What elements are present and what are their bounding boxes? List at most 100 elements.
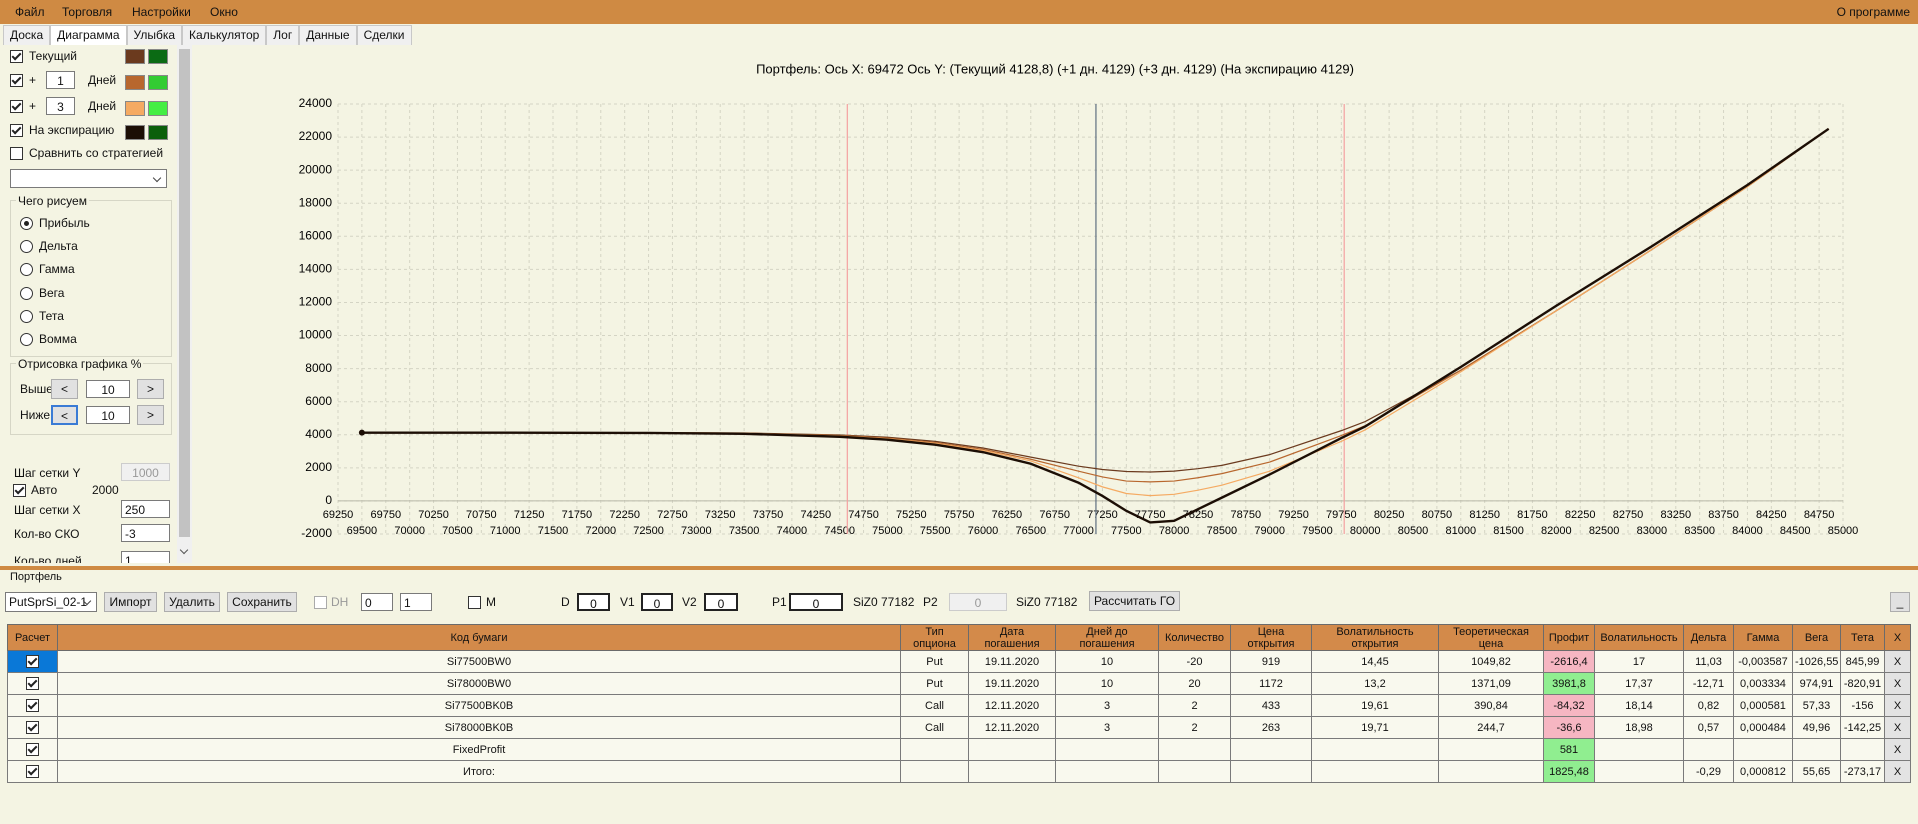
- delete-cell[interactable]: X: [1884, 716, 1911, 739]
- column-header[interactable]: Дней до погашения: [1055, 624, 1159, 651]
- check-cell[interactable]: [7, 694, 58, 717]
- radio[interactable]: [20, 217, 33, 230]
- checkbox[interactable]: [10, 147, 23, 160]
- input[interactable]: 10: [86, 406, 130, 424]
- button[interactable]: >: [137, 379, 164, 399]
- input[interactable]: 1000: [121, 463, 170, 481]
- radio[interactable]: [20, 240, 33, 254]
- color-swatch[interactable]: [125, 75, 145, 90]
- column-header[interactable]: Код бумаги: [57, 624, 901, 651]
- input[interactable]: -3: [121, 524, 170, 542]
- checkbox[interactable]: [26, 655, 39, 668]
- delete-cell[interactable]: X: [1884, 650, 1911, 673]
- checkbox[interactable]: [10, 124, 23, 137]
- input[interactable]: 250: [121, 500, 170, 518]
- tab[interactable]: Данные: [299, 25, 357, 45]
- tab[interactable]: Доска: [3, 25, 51, 45]
- checkbox[interactable]: [26, 743, 39, 756]
- menu-item[interactable]: Настройки: [132, 5, 191, 19]
- delete-cell[interactable]: X: [1884, 738, 1911, 761]
- radio[interactable]: [20, 263, 33, 277]
- tab[interactable]: Диаграмма: [50, 25, 127, 45]
- tab[interactable]: Сделки: [356, 25, 412, 45]
- column-header[interactable]: Цена открытия: [1230, 624, 1312, 651]
- column-header[interactable]: Тип опциона: [900, 624, 969, 651]
- color-swatch[interactable]: [125, 125, 145, 140]
- button[interactable]: Сохранить: [227, 592, 297, 612]
- input[interactable]: 0: [704, 593, 738, 611]
- scrollbar-thumb[interactable]: [179, 49, 190, 537]
- table-row[interactable]: Si78000BK0B Call 12.11.2020 3 2 263 19,71 244,7…: [7, 716, 1911, 739]
- column-header[interactable]: Волатильность открытия: [1311, 624, 1439, 651]
- button[interactable]: <: [51, 379, 78, 399]
- table-row[interactable]: FixedProfit 581 X: [7, 738, 1911, 761]
- check-cell[interactable]: [7, 716, 58, 739]
- column-header[interactable]: Вега: [1792, 624, 1841, 651]
- scrollbar[interactable]: [177, 45, 192, 563]
- tab[interactable]: Калькулятор: [182, 25, 267, 45]
- delete-cell[interactable]: X: [1884, 672, 1911, 695]
- input[interactable]: 0: [949, 593, 1007, 611]
- checkbox[interactable]: [314, 596, 327, 609]
- table-row[interactable]: Si77500BW0 Put 19.11.2020 10 -20 919 14,45 1049…: [7, 650, 1911, 673]
- table-row[interactable]: Итого: 1825,48 -0,29 0,000812 55,65 -273,17 X: [7, 760, 1911, 783]
- menu-item[interactable]: Окно: [210, 5, 238, 19]
- menu-item[interactable]: Торговля: [62, 5, 113, 19]
- splitter[interactable]: [0, 566, 1918, 570]
- input[interactable]: 0: [641, 593, 673, 611]
- column-header[interactable]: Теоретическая цена: [1438, 624, 1544, 651]
- column-header[interactable]: Тета: [1840, 624, 1885, 651]
- button[interactable]: _: [1890, 592, 1910, 612]
- checkbox[interactable]: [26, 765, 39, 778]
- checkbox[interactable]: [468, 596, 481, 609]
- scroll-arrow[interactable]: [179, 545, 189, 555]
- input[interactable]: 3: [46, 97, 75, 115]
- button[interactable]: Рассчитать ГО: [1089, 591, 1180, 611]
- input[interactable]: 1: [121, 551, 170, 563]
- radio[interactable]: [20, 286, 33, 300]
- radio[interactable]: [20, 333, 33, 346]
- column-header[interactable]: X: [1884, 624, 1911, 651]
- table-row[interactable]: Si77500BK0B Call 12.11.2020 3 2 433 19,61 390,8…: [7, 694, 1911, 717]
- delete-cell[interactable]: X: [1884, 694, 1911, 717]
- column-header[interactable]: Профит: [1543, 624, 1595, 651]
- checkbox[interactable]: [26, 721, 39, 734]
- table-row[interactable]: Si78000BW0 Put 19.11.2020 10 20 1172 13,2 1371,…: [7, 672, 1911, 695]
- button[interactable]: Импорт: [104, 592, 157, 612]
- color-swatch[interactable]: [148, 125, 168, 140]
- checkbox[interactable]: [10, 74, 23, 87]
- check-cell[interactable]: [7, 650, 58, 673]
- column-header[interactable]: Гамма: [1733, 624, 1793, 651]
- column-header[interactable]: Дельта: [1683, 624, 1734, 651]
- input[interactable]: 1: [46, 71, 75, 89]
- button[interactable]: <: [51, 405, 78, 425]
- color-swatch[interactable]: [125, 101, 145, 116]
- input[interactable]: 0: [577, 593, 610, 611]
- button[interactable]: >: [137, 405, 164, 425]
- check-cell[interactable]: [7, 760, 58, 783]
- checkbox[interactable]: [13, 484, 26, 497]
- color-swatch[interactable]: [148, 75, 168, 90]
- delete-cell[interactable]: X: [1884, 760, 1911, 783]
- input[interactable]: 10: [86, 380, 130, 398]
- tab[interactable]: Лог: [266, 25, 300, 45]
- checkbox[interactable]: [10, 100, 23, 113]
- color-swatch[interactable]: [148, 101, 168, 116]
- menu-item[interactable]: О программе: [1836, 5, 1910, 19]
- input[interactable]: 0: [789, 593, 843, 611]
- checkbox[interactable]: [10, 50, 23, 63]
- checkbox[interactable]: [26, 677, 39, 690]
- radio[interactable]: [20, 309, 33, 323]
- checkbox[interactable]: [26, 699, 39, 712]
- spinner[interactable]: 1: [400, 593, 432, 611]
- menu-item[interactable]: Файл: [15, 5, 45, 19]
- column-header[interactable]: Дата погашения: [968, 624, 1056, 651]
- column-header[interactable]: Расчет: [7, 624, 58, 651]
- strategy-dropdown[interactable]: PutSprSi_02-1: [5, 592, 97, 612]
- color-swatch[interactable]: [148, 49, 168, 64]
- check-cell[interactable]: [7, 672, 58, 695]
- tab[interactable]: Улыбка: [126, 25, 183, 45]
- spinner[interactable]: 0: [361, 593, 393, 611]
- column-header[interactable]: Волатильность: [1594, 624, 1684, 651]
- column-header[interactable]: Количество: [1158, 624, 1231, 651]
